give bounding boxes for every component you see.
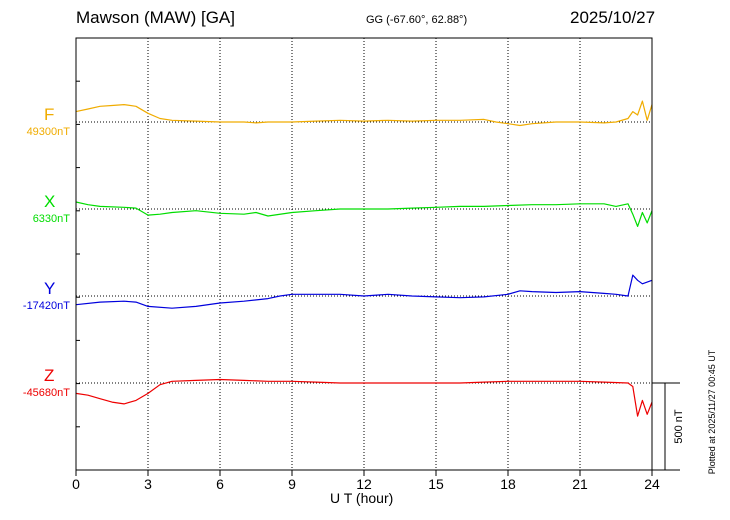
baseline-label-z: -45680nT [22,387,70,399]
plot-date: 2025/10/27 [570,8,656,27]
series-line-y [75,274,653,309]
x-tick-label: 0 [72,476,80,492]
x-tick-label: 15 [428,476,444,492]
x-tick-label: 6 [216,476,224,492]
x-axis-label: U T (hour) [330,490,394,506]
geographic-coords: GG (-67.60°, 62.88°) [366,14,468,26]
series-name-x: X [44,192,56,211]
station-title: Mawson (MAW) [GA] [76,8,235,27]
series-name-z: Z [44,366,55,385]
x-tick-label: 21 [572,476,588,492]
series-name-f: F [44,105,55,124]
plot-frame [75,37,653,471]
baseline-label-x: 6330nT [32,213,70,225]
x-tick-label: 18 [500,476,516,492]
scale-bar: 500 nT [652,382,685,471]
series-line-z [75,378,653,417]
series-line-f [75,100,653,127]
plotted-timestamp: Plotted at 2025/11/27 00:45 UT [707,349,717,475]
scale-bar-label: 500 nT [673,409,685,444]
series-name-y: Y [44,279,56,298]
x-tick-label: 24 [644,476,660,492]
series-line-x [75,201,653,227]
x-tick-label: 3 [144,476,152,492]
x-tick-label: 12 [356,476,372,492]
baseline-label-y: -17420nT [22,300,70,312]
x-tick-label: 9 [288,476,296,492]
baseline-label-f: 49300nT [26,126,70,138]
